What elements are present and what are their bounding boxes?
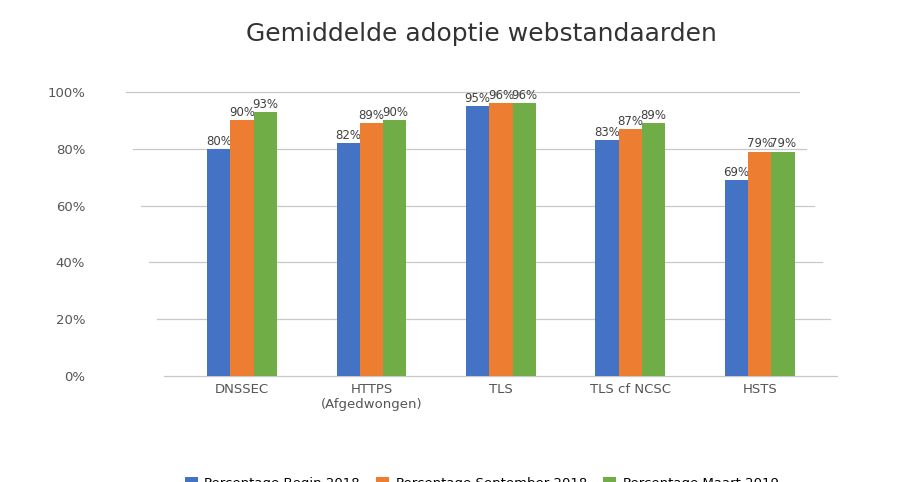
Bar — [724, 180, 748, 376]
Text: 90%: 90% — [230, 106, 255, 119]
Bar — [596, 140, 618, 376]
Text: 90%: 90% — [382, 106, 408, 119]
Bar — [618, 129, 642, 376]
Bar — [490, 103, 513, 376]
Text: 79%: 79% — [747, 137, 773, 150]
Bar — [466, 106, 490, 376]
Bar — [360, 123, 383, 376]
Text: 93%: 93% — [252, 98, 278, 111]
Text: 80%: 80% — [206, 134, 231, 147]
Text: 89%: 89% — [358, 109, 384, 122]
Bar — [513, 103, 536, 376]
Bar — [748, 151, 771, 376]
Text: 89%: 89% — [641, 109, 667, 122]
Bar — [207, 149, 230, 376]
Bar — [230, 120, 254, 376]
Text: 69%: 69% — [724, 166, 750, 179]
Text: 83%: 83% — [594, 126, 620, 139]
Bar — [254, 112, 277, 376]
Title: Gemiddelde adoptie webstandaarden: Gemiddelde adoptie webstandaarden — [246, 22, 717, 46]
Text: 96%: 96% — [511, 89, 537, 102]
Text: 87%: 87% — [617, 115, 644, 128]
Text: 95%: 95% — [464, 92, 491, 105]
Legend: Percentage Begin 2018, Percentage September 2018, Percentage Maart 2019: Percentage Begin 2018, Percentage Septem… — [179, 471, 784, 482]
Text: 79%: 79% — [770, 137, 796, 150]
Text: 96%: 96% — [488, 89, 514, 102]
Text: 82%: 82% — [335, 129, 361, 142]
Bar — [771, 151, 795, 376]
Bar — [383, 120, 407, 376]
Bar — [642, 123, 665, 376]
Bar — [337, 143, 360, 376]
